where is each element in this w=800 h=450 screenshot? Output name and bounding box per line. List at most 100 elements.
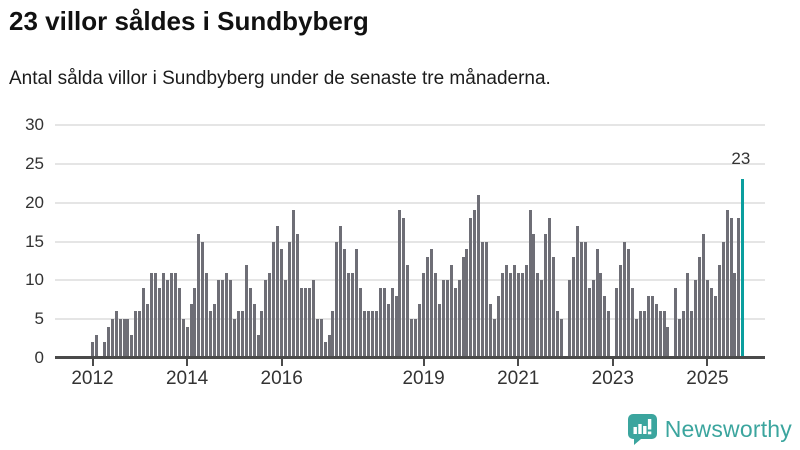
- x-axis-label: 2012: [71, 368, 114, 389]
- bar: [516, 272, 520, 358]
- bar: [485, 241, 489, 358]
- bar: [225, 272, 229, 358]
- bar: [319, 319, 323, 358]
- highlight-value-label: 23: [731, 149, 751, 169]
- bar: [449, 264, 453, 358]
- bar: [232, 319, 236, 358]
- bar: [106, 326, 110, 358]
- bar: [426, 257, 430, 358]
- bar: [134, 311, 138, 358]
- bar: [445, 280, 449, 358]
- bar: [556, 311, 560, 358]
- bar: [150, 272, 154, 358]
- bar: [646, 295, 650, 358]
- x-axis-label: 2014: [165, 368, 209, 389]
- bar: [366, 311, 370, 358]
- bar: [252, 303, 256, 358]
- page-title: 23 villor såldes i Sundbyberg: [9, 6, 369, 36]
- bar: [666, 326, 670, 358]
- bar: [658, 311, 662, 358]
- bar: [197, 233, 201, 358]
- bar: [118, 319, 122, 358]
- bar: [725, 210, 729, 358]
- bar: [524, 264, 528, 358]
- bar: [579, 241, 583, 358]
- y-axis-label: 25: [25, 153, 44, 173]
- bar: [504, 264, 508, 358]
- bar: [422, 272, 426, 358]
- bar: [339, 225, 343, 358]
- bar: [437, 303, 441, 358]
- y-axis-label: 10: [25, 270, 44, 290]
- bar: [126, 319, 130, 358]
- bar: [307, 288, 311, 358]
- bar: [386, 303, 390, 358]
- x-axis-tick: [517, 359, 520, 366]
- bar: [587, 288, 591, 358]
- bar: [733, 272, 737, 358]
- bar: [694, 280, 698, 358]
- bar: [370, 311, 374, 358]
- x-axis-label: 2025: [686, 368, 729, 389]
- bar: [465, 249, 469, 358]
- bar: [228, 280, 232, 358]
- bar: [461, 257, 465, 358]
- bar: [268, 272, 272, 358]
- bar: [288, 241, 292, 358]
- bar: [540, 280, 544, 358]
- bar: [544, 233, 548, 358]
- bar: [102, 342, 106, 358]
- newsworthy-logo[interactable]: Newsworthy: [627, 412, 792, 446]
- bar: [240, 311, 244, 358]
- bar: [737, 218, 741, 358]
- bar: [457, 280, 461, 358]
- bar: [256, 334, 260, 358]
- bar: [292, 210, 296, 358]
- bar: [181, 319, 185, 358]
- bar: [453, 288, 457, 358]
- bar: [165, 280, 169, 358]
- bar: [709, 288, 713, 358]
- bar: [323, 342, 327, 358]
- bar: [493, 319, 497, 358]
- bar: [599, 272, 603, 358]
- bar: [236, 311, 240, 358]
- bar: [429, 249, 433, 358]
- bar: [650, 295, 654, 358]
- bar: [627, 249, 631, 358]
- bar: [477, 194, 481, 358]
- bar: [575, 225, 579, 358]
- gridline-y25: [55, 162, 765, 165]
- x-axis-tick: [422, 359, 425, 366]
- bar: [591, 280, 595, 358]
- bar: [217, 280, 221, 358]
- y-axis-label: 20: [25, 192, 44, 212]
- bar: [276, 225, 280, 358]
- bar: [311, 280, 315, 358]
- bar: [315, 319, 319, 358]
- bar: [154, 272, 158, 358]
- bar: [213, 303, 217, 358]
- x-axis-label: 2021: [497, 368, 540, 389]
- bar: [406, 264, 410, 358]
- bar: [335, 241, 339, 358]
- bar: [418, 303, 422, 358]
- bar: [583, 241, 587, 358]
- bar: [536, 272, 540, 358]
- newsworthy-logo-text: Newsworthy: [664, 415, 792, 442]
- bar: [355, 249, 359, 358]
- bar: [209, 311, 213, 358]
- bar: [110, 319, 114, 358]
- bar: [638, 311, 642, 358]
- x-axis-tick: [91, 359, 94, 366]
- bar: [717, 264, 721, 358]
- bar: [698, 257, 702, 358]
- bar: [713, 295, 717, 358]
- bar: [674, 288, 678, 358]
- bar: [690, 311, 694, 358]
- bar: [500, 272, 504, 358]
- gridline-y20: [55, 201, 765, 204]
- bar: [359, 288, 363, 358]
